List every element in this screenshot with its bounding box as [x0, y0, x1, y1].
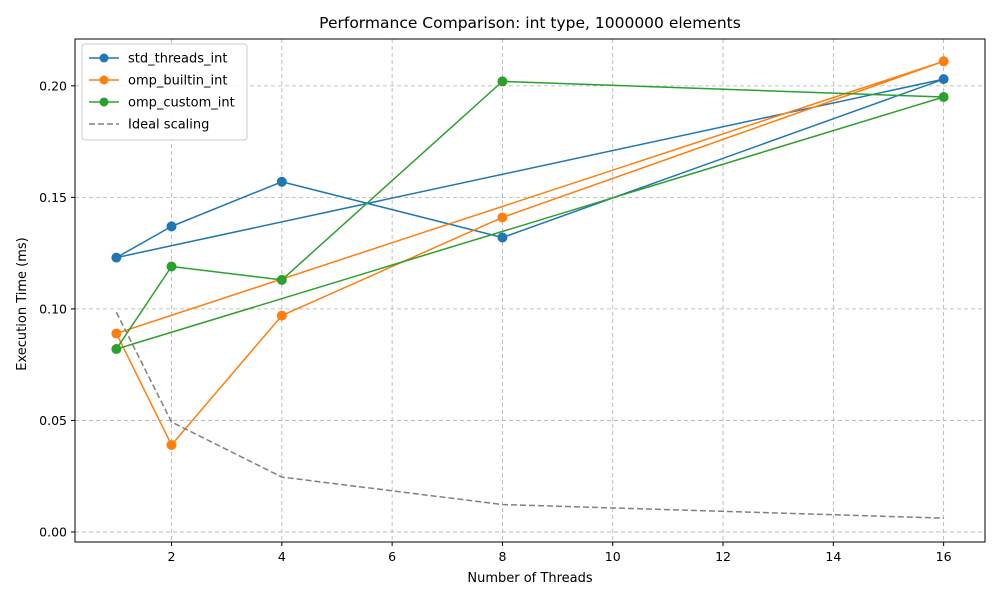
legend-marker: [99, 75, 109, 85]
data-point: [276, 176, 287, 187]
y-tick-label: 0.15: [39, 190, 67, 205]
legend-item-omp-custom-int: omp_custom_int: [89, 96, 235, 111]
legend-marker: [99, 53, 109, 63]
data-point: [497, 212, 508, 223]
series-omp-builtin-int: [111, 56, 949, 450]
y-tick-label: 0.10: [39, 301, 67, 316]
series-line-omp-builtin-int: [115, 60, 945, 446]
x-axis-label: Number of Threads: [467, 571, 592, 586]
y-tick-label: 0.00: [39, 524, 67, 539]
legend-label: omp_custom_int: [128, 96, 235, 111]
y-tick-label: 0.05: [39, 413, 67, 428]
legend: std_threads_int omp_builtin_int omp_custom…: [81, 43, 248, 141]
data-point: [166, 221, 177, 232]
data-point: [166, 261, 177, 272]
x-tick-label: 4: [278, 549, 286, 564]
y-axis-label: Execution Time (ms): [15, 237, 30, 370]
legend-item-omp-builtin-int: omp_builtin_int: [89, 74, 227, 89]
legend-item-std-threads-int: std_threads_int: [89, 52, 227, 67]
series-line-ideal-scaling: [115, 311, 944, 519]
data-point: [111, 328, 122, 339]
data-point: [938, 56, 949, 67]
data-point: [497, 232, 508, 243]
data-point: [166, 439, 177, 450]
x-tick-label: 2: [168, 549, 176, 564]
chart-title: Performance Comparison: int type, 100000…: [319, 14, 741, 32]
data-point: [276, 274, 287, 285]
legend-label: std_threads_int: [128, 52, 227, 67]
legend-label: Ideal scaling: [128, 118, 209, 133]
x-tick-label: 14: [825, 549, 841, 564]
data-point: [938, 74, 949, 85]
x-tick-label: 12: [715, 549, 731, 564]
legend-marker: [99, 97, 109, 107]
series-omp-custom-int: [111, 76, 949, 355]
series-std-threads-int: [111, 74, 949, 263]
data-point: [938, 91, 949, 102]
legend-item-ideal-scaling: Ideal scaling: [89, 118, 209, 133]
x-tick-label: 8: [498, 549, 506, 564]
series-ideal-scaling: [115, 311, 944, 519]
series-line-std-threads-int: [115, 78, 945, 259]
x-tick-label: 16: [936, 549, 952, 564]
x-tick-label: 10: [605, 549, 621, 564]
y-tick-label: 0.20: [39, 78, 67, 93]
legend-box: [81, 43, 248, 141]
data-point: [497, 76, 508, 87]
series-layer: [111, 56, 949, 519]
data-point: [111, 252, 122, 263]
x-tick-label: 6: [388, 549, 396, 564]
data-point: [276, 310, 287, 321]
data-point: [111, 344, 122, 355]
axis-ticks: 2 4 6 8 10 12 14 16 0.00 0.05 0.10 0.15 0.20: [39, 78, 951, 564]
legend-label: omp_builtin_int: [128, 74, 227, 89]
plot-frame: [74, 38, 986, 543]
series-line-omp-custom-int: [115, 80, 945, 350]
